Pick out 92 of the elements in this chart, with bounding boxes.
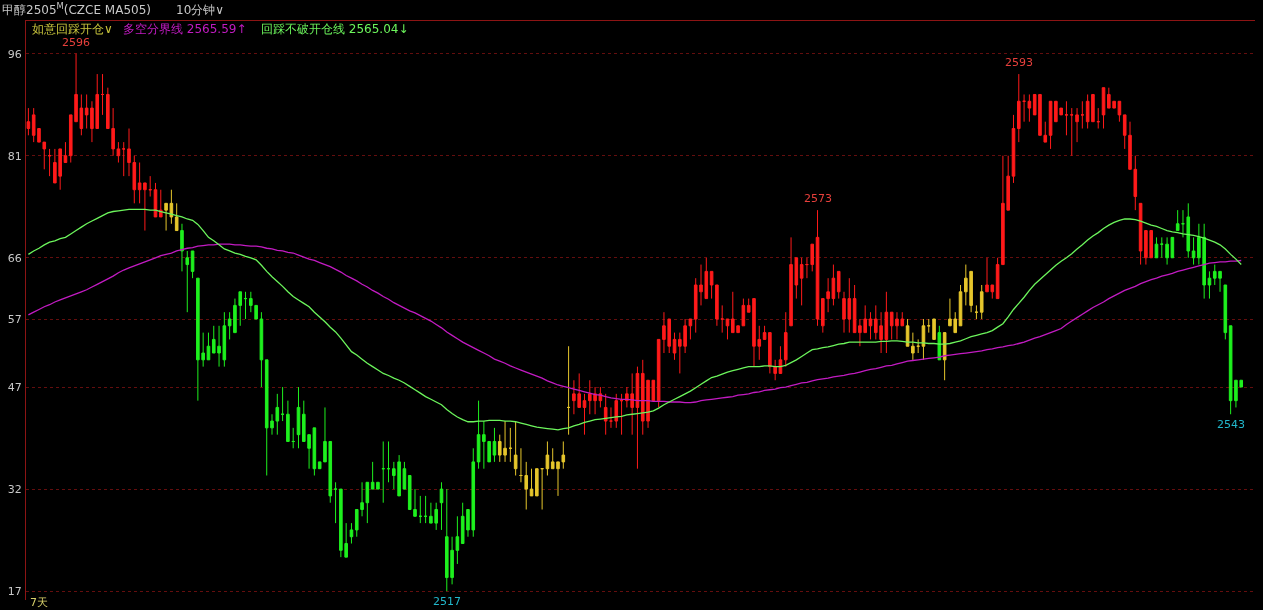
candlestick (100, 73, 105, 116)
candlestick (1069, 107, 1074, 157)
candlestick (1101, 87, 1106, 129)
annotation: 2596 (62, 36, 90, 49)
candlestick (815, 209, 820, 327)
candlestick (158, 189, 163, 218)
candlestick (439, 481, 444, 531)
text: 回踩不破开仓线 2565.04↓ (261, 22, 409, 36)
candlestick (720, 304, 724, 334)
candlestick (1096, 107, 1101, 129)
candlestick (672, 332, 677, 361)
candlestick (799, 257, 804, 306)
candlestick (566, 345, 571, 436)
y-tick-label: 66 (7, 251, 22, 265)
line-series (27, 208, 1242, 431)
candlestick (296, 386, 301, 449)
candlestick (921, 318, 926, 361)
candlestick (180, 223, 184, 272)
candlestick (942, 332, 947, 381)
candlestick (349, 522, 354, 545)
candlestick (1159, 236, 1164, 259)
candlestick (47, 148, 52, 177)
candlestick (1175, 209, 1180, 232)
candlestick (937, 325, 942, 361)
y-tick-label: 57 (7, 312, 22, 326)
candlestick (508, 427, 513, 463)
candlestick (423, 495, 428, 524)
candlestick (974, 304, 979, 320)
candlestick (1016, 73, 1021, 143)
candlestick (148, 175, 152, 198)
candlestick (778, 345, 783, 374)
candlestick (1207, 270, 1212, 300)
candlestick (1080, 100, 1085, 129)
annotation: 7天 (30, 596, 48, 609)
candlestick (286, 400, 290, 442)
annotation: 2517 (433, 595, 461, 608)
line-series (27, 243, 1242, 404)
candlestick (524, 461, 529, 511)
annotation: 2593 (1005, 56, 1033, 69)
candlestick (773, 359, 777, 381)
candlestick (519, 447, 523, 483)
candlestick (545, 440, 550, 476)
y-tick-label: 47 (7, 380, 22, 394)
annotation: 2543 (1217, 418, 1245, 431)
candlestick (614, 393, 619, 429)
candlestick (1027, 93, 1032, 123)
candlestick (492, 427, 497, 463)
candlestick (243, 291, 248, 320)
candlestick (582, 393, 587, 436)
candlestick (783, 311, 788, 368)
candlestick (529, 468, 534, 497)
candlestick (932, 318, 936, 340)
candlestick (810, 243, 815, 272)
candlestick (926, 318, 931, 334)
chart-title: 甲醇2505$^{M}$(CZCE MA505) (2, 1, 151, 18)
candlestick (190, 250, 195, 279)
candlestick (206, 332, 211, 361)
candlestick (1075, 107, 1079, 143)
candlestick (386, 440, 391, 483)
candlestick (725, 318, 730, 340)
candlestick (121, 141, 126, 177)
candlestick (1064, 100, 1069, 136)
candlestick (63, 141, 68, 164)
candlestick (185, 250, 190, 313)
candlestick (1186, 202, 1191, 259)
candlestick (836, 270, 841, 300)
candlestick (280, 386, 285, 422)
candlestick (333, 481, 338, 524)
y-tick-label: 96 (7, 47, 22, 61)
candlestick (26, 107, 31, 136)
candlestick (868, 311, 873, 340)
candlestick (635, 366, 640, 470)
candlestick (540, 468, 544, 511)
candlestick (979, 284, 984, 320)
candlestick (513, 420, 518, 476)
candlestick (619, 393, 624, 436)
annotation: 2573 (804, 192, 832, 205)
candlestick (1022, 93, 1026, 123)
candlestick (418, 495, 423, 524)
candlestick (291, 427, 295, 449)
candlestick (603, 393, 608, 436)
y-tick-label: 32 (7, 482, 22, 496)
y-tick-label: 81 (7, 149, 22, 163)
chart-subtitle: 10分钟∨ (176, 3, 225, 17)
candlestick (1223, 284, 1228, 340)
candlestick (916, 338, 920, 354)
y-tick-label: 17 (7, 585, 22, 599)
legend-title: 如意回踩开仓∨ (32, 22, 113, 36)
candlestick (381, 440, 386, 504)
candlestick (535, 468, 539, 497)
candlestick (174, 202, 179, 232)
text: 多空分界线 2565.59↑ (123, 22, 247, 36)
